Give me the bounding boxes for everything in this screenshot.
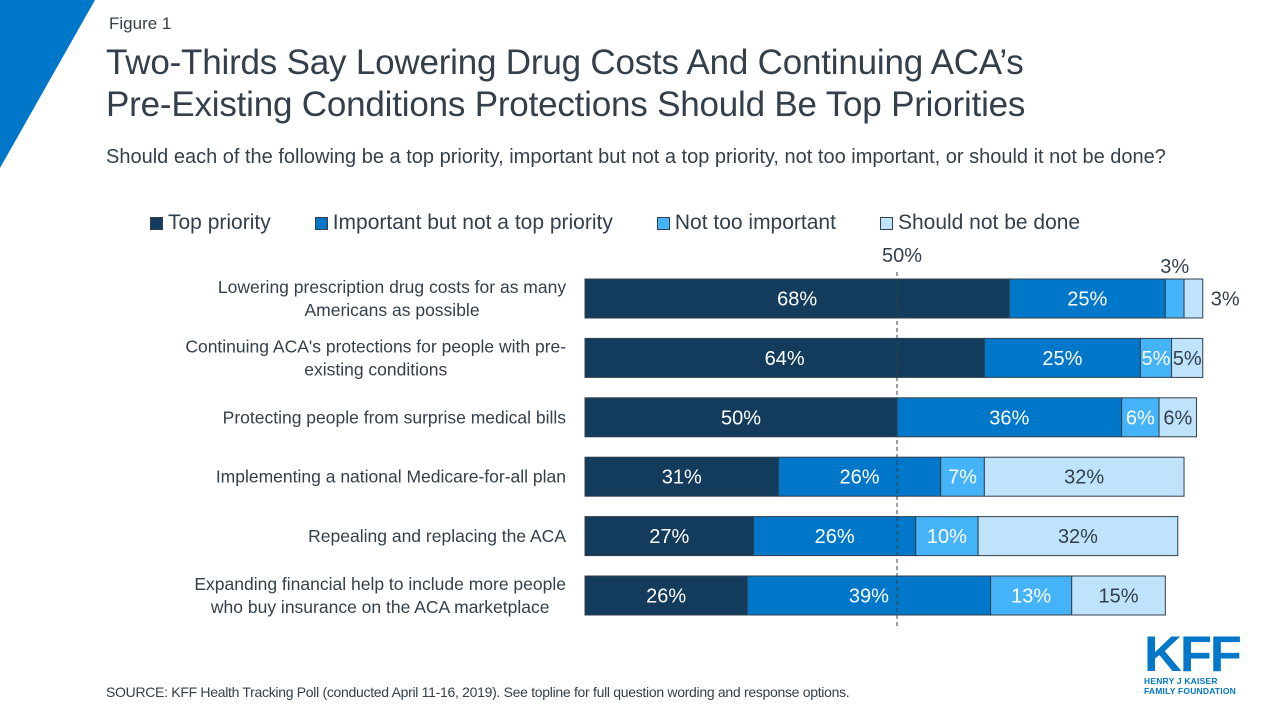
bar-segment	[1164, 278, 1185, 319]
data-label: 26%	[646, 586, 686, 608]
logo-line: HENRY J KAISER	[1144, 676, 1218, 686]
data-label: 10%	[927, 526, 967, 548]
data-label: 50%	[721, 407, 761, 429]
chart-title: Two-Thirds Say Lowering Drug Costs And C…	[106, 42, 1266, 126]
data-label: 32%	[1058, 526, 1098, 548]
legend-label: Top priority	[168, 211, 271, 234]
legend-item-top-priority: Top priority	[150, 211, 271, 235]
data-label: 6%	[1163, 407, 1192, 429]
legend-swatch	[314, 216, 328, 230]
category-label: Lowering prescription drug costs for as …	[218, 277, 566, 320]
category-label-line: Americans as possible	[304, 300, 479, 320]
bar-segment	[896, 397, 1123, 438]
data-label: 25%	[1042, 348, 1082, 370]
data-label: 3%	[1160, 256, 1189, 278]
bar-segment	[1171, 337, 1204, 378]
data-label: 15%	[1099, 586, 1139, 608]
legend-item-not-too-important: Not too important	[656, 211, 836, 235]
bar-segment	[1158, 397, 1198, 438]
legend-swatch	[150, 216, 163, 230]
data-label: 7%	[948, 467, 977, 489]
data-label: 31%	[662, 467, 702, 489]
bar-segment	[1139, 337, 1173, 378]
data-label: 25%	[1067, 289, 1107, 311]
legend-item-important: Important but not a top priority	[314, 211, 613, 235]
logo-mark: KFF	[1144, 626, 1242, 682]
corner-accent-shape	[0, 0, 95, 168]
bar-segment	[915, 516, 979, 557]
category-label: Protecting people from surprise medical …	[223, 407, 567, 427]
bar-segment	[752, 516, 917, 557]
bar-segment	[584, 456, 779, 497]
chart-subtitle: Should each of the following be a top pr…	[106, 146, 1166, 168]
category-label-line: existing conditions	[304, 359, 447, 379]
category-label-line: who buy insurance on the ACA marketplace	[210, 597, 550, 617]
source-note: SOURCE: KFF Health Tracking Poll (conduc…	[106, 684, 850, 700]
data-label: 26%	[815, 526, 855, 548]
bar-segment	[1008, 278, 1166, 319]
chart-title-line: Pre-Existing Conditions Protections Shou…	[106, 85, 1026, 124]
category-label-line: Expanding financial help to include more…	[194, 574, 566, 594]
category-label-line: Protecting people from surprise medical …	[223, 407, 567, 427]
legend-item-should-not-be-done: Should not be done	[879, 211, 1081, 235]
data-label: 26%	[840, 467, 880, 489]
kff-logo: KFF HENRY J KAISER FAMILY FOUNDATION	[1144, 629, 1242, 696]
category-label: Continuing ACA's protections for people …	[185, 336, 566, 379]
data-label: 27%	[649, 526, 689, 548]
reference-line-label: 50%	[882, 245, 922, 267]
bar-segment	[746, 575, 992, 616]
legend-label: Important but not a top priority	[332, 211, 613, 234]
data-label: 3%	[1211, 289, 1240, 311]
data-label: 32%	[1064, 467, 1104, 489]
category-label: Repealing and replacing the ACA	[308, 526, 566, 546]
bar-segment	[977, 516, 1179, 557]
legend-label: Not too important	[674, 211, 836, 234]
data-label: 68%	[777, 289, 817, 311]
bar-segment	[1071, 575, 1166, 616]
bar-segment	[940, 456, 985, 497]
bar-segment	[983, 456, 1185, 497]
legend-swatch	[656, 216, 670, 230]
bar-segment	[1183, 278, 1204, 319]
data-label: 13%	[1011, 586, 1051, 608]
data-label: 5%	[1142, 348, 1171, 370]
legend: Top priority Important but not a top pri…	[150, 210, 1080, 236]
category-label-line: Implementing a national Medicare-for-all…	[216, 467, 566, 487]
legend-label: Should not be done	[897, 211, 1081, 234]
bar-segment	[1121, 397, 1160, 438]
category-label-line: Continuing ACA's protections for people …	[185, 336, 566, 356]
data-label: 5%	[1173, 348, 1202, 370]
category-label: Expanding financial help to include more…	[194, 574, 566, 617]
data-label: 39%	[849, 586, 889, 608]
data-label: 64%	[765, 348, 805, 370]
legend-swatch	[879, 216, 893, 230]
bar-segment	[584, 397, 898, 438]
bar-segment	[584, 278, 1010, 319]
category-label-line: Lowering prescription drug costs for as …	[218, 277, 566, 297]
data-label: 36%	[989, 407, 1029, 429]
chart-title-line: Two-Thirds Say Lowering Drug Costs And C…	[106, 43, 1024, 82]
category-label: Implementing a national Medicare-for-all…	[216, 467, 566, 487]
figure-label: Figure 1	[109, 14, 172, 33]
bar-segment	[584, 337, 985, 378]
logo-line: FAMILY FOUNDATION	[1144, 686, 1237, 696]
bar-segment	[777, 456, 942, 497]
category-label-line: Repealing and replacing the ACA	[308, 526, 566, 546]
data-label: 6%	[1126, 407, 1155, 429]
